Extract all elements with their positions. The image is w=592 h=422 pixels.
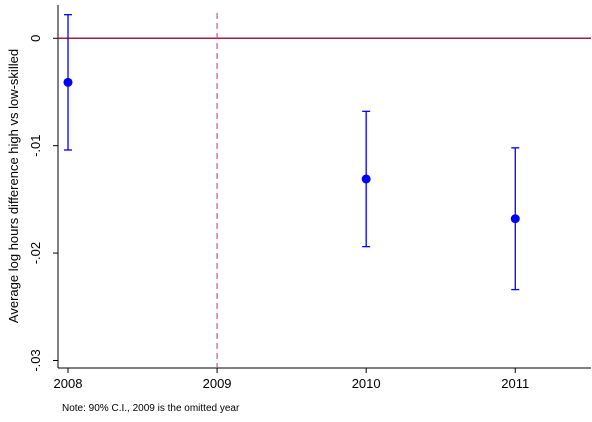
- x-tick-label: 2009: [203, 376, 232, 391]
- x-tick-label: 2011: [501, 376, 529, 391]
- y-tick-label: 0: [28, 35, 43, 42]
- y-tick-label: -.01: [28, 134, 43, 156]
- point: [361, 174, 371, 184]
- y-tick-label: -.03: [28, 349, 43, 371]
- note: Note: 90% C.I., 2009 is the omitted year: [62, 403, 240, 414]
- y-axis-label: Average log hours difference high vs low…: [6, 49, 21, 323]
- point: [510, 214, 520, 224]
- point: [63, 77, 73, 87]
- x-tick-label: 2008: [54, 376, 83, 391]
- x-tick-label: 2010: [352, 376, 381, 391]
- y-tick-label: -.02: [28, 242, 43, 264]
